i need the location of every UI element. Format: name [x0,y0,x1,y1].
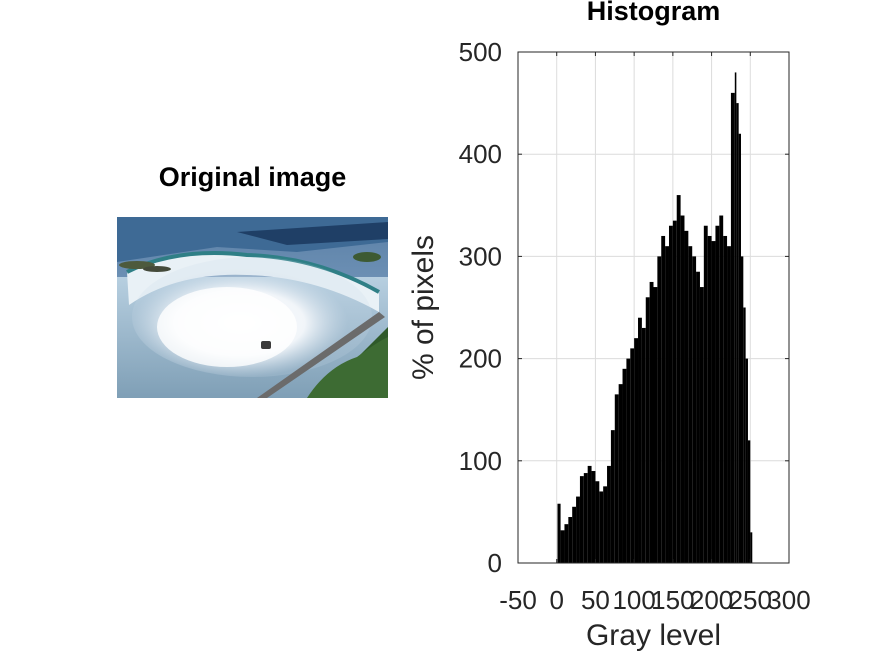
histogram-bar [715,225,720,564]
histogram-bar [703,225,708,564]
histogram-bar [630,348,635,563]
histogram-bar [557,503,561,563]
x-tick-label: 150 [651,585,694,615]
histogram-bar [676,195,681,563]
histogram-bar [672,220,677,563]
histogram-bar [595,481,600,563]
histogram-bar [649,281,654,563]
histogram-bar [750,532,753,563]
y-axis-label: % of pixels [407,235,440,380]
histogram-bar [661,235,666,563]
image-panel-title: Original image [158,162,347,192]
histogram-bar [657,256,662,563]
y-tick-label: 500 [459,37,502,67]
histogram-bar [734,72,737,563]
x-tick-label: 50 [581,585,610,615]
histogram-bar [696,271,700,563]
y-tick-label: 0 [488,548,502,578]
x-tick-label: 300 [767,585,810,615]
histogram-bar [745,358,748,563]
y-tick-label: 200 [459,344,502,374]
histogram-bars [557,72,753,564]
histogram-bar [692,256,697,563]
chart-title: Histogram [586,0,721,26]
histogram-bar [688,246,693,563]
histogram-bar [587,465,592,563]
histogram-bar [610,430,615,563]
histogram-bar [684,230,689,563]
histogram-bar [572,506,577,563]
histogram-bar [699,287,704,563]
x-tick-label: 200 [690,585,733,615]
histogram-bar [641,327,646,563]
histogram-bar [626,358,631,563]
x-tick-label: 0 [549,585,563,615]
histogram-bar [727,246,731,563]
histogram-bar [736,103,739,563]
y-tick-label: 300 [459,241,502,271]
histogram-bar [568,517,573,563]
histogram-bar [665,246,669,563]
histogram-bar [618,384,623,563]
histogram-bar [634,338,639,563]
histogram-bar [707,235,712,563]
plot-frame [517,51,790,564]
y-tick-label: 100 [459,446,502,476]
x-axis-label: Gray level [586,619,721,652]
histogram-bar [599,491,604,563]
histogram-bar [719,215,724,563]
histogram-bar [743,307,746,563]
histogram-bar [591,471,596,563]
histogram-bar [645,297,650,563]
y-ticks: 0 100 200 300 400 500 [459,37,789,578]
x-tick-label: 100 [612,585,655,615]
histogram-bar [730,92,735,563]
histogram-bar [576,496,580,563]
histogram-bar [680,215,685,563]
histogram-bar [560,530,565,563]
histogram-bar [711,241,716,563]
histogram-bar [622,368,627,563]
histogram-bar [747,440,751,563]
histogram-bar [738,133,741,563]
histogram-bar [740,256,744,563]
waterfall-photo-icon [117,217,388,398]
histogram-bar [579,476,584,563]
waterfall-image [117,217,388,398]
histogram-bar [603,486,608,563]
histogram-bar [653,287,658,563]
y-tick-label: 400 [459,139,502,169]
histogram-bar [723,235,728,563]
histogram-bar [668,225,673,564]
x-tick-label: -50 [499,585,537,615]
histogram-bar [614,394,619,563]
histogram-bar [638,317,642,563]
histogram-bar [564,524,569,563]
histogram-bar [583,473,588,563]
x-tick-label: 250 [729,585,772,615]
histogram-bar [607,465,611,563]
